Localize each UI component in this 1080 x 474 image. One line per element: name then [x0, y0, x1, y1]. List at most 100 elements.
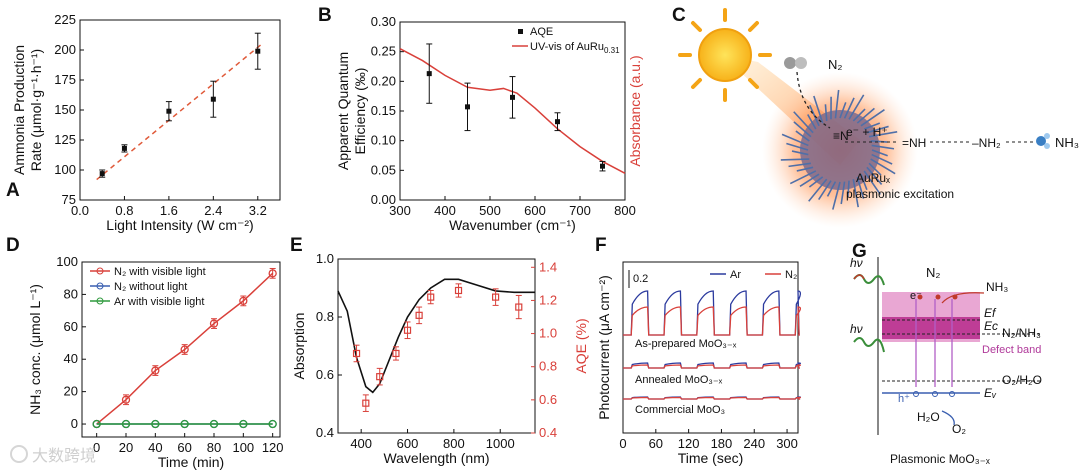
data-point: [239, 419, 248, 429]
nanoparticle-spike: [870, 158, 896, 175]
nanoparticle-spike: [808, 176, 824, 188]
plot-frame: [81, 261, 281, 438]
x-tick-label: 500: [479, 203, 501, 218]
panel-g-label: G: [852, 241, 867, 262]
nanoparticle-spike: [824, 104, 828, 121]
legend-label: N₂ with visible light: [114, 266, 206, 278]
legend-label: N₂ without light: [114, 281, 187, 293]
y-tick-label: 175: [54, 72, 76, 87]
light-wave-icon: [853, 274, 885, 286]
panel-a-chart: A 0.0 0.8 1.6 2.4 3.2 75 100 125 150 175 200 225 Lig…: [6, 12, 281, 233]
legend-uv-subscript: 0.31: [604, 46, 620, 55]
curve-label: As-prepared MoO₃₋ₓ: [635, 338, 737, 350]
legend-marker: [96, 282, 104, 290]
y-axis-title: NH₃ conc. (μmol L⁻¹): [27, 284, 43, 415]
aqe-point: [376, 373, 384, 381]
x-tick-label: 400: [350, 436, 372, 451]
data-point: [239, 296, 248, 306]
panel-f-chart: F 0 60 120 180 240 300 Time (sec) Photocurrent (…: [595, 235, 801, 466]
y-tick-label: 150: [54, 102, 76, 117]
y-axis-title-line2: Rate (μmol·g⁻¹·h⁻¹): [28, 49, 44, 171]
legend-uv-label: UV-vis of AuRu0.31: [530, 41, 620, 55]
y-tick-label: 0: [71, 416, 78, 431]
data-point: [166, 108, 172, 114]
y-tick-label: 0.30: [371, 14, 396, 29]
plot-frame: [337, 258, 536, 434]
scale-bar-label: 0.2: [633, 273, 648, 285]
panel-c-diagram: C N₂ ≡N e⁻ + H⁺ =NH –NH₂ NH₃ AuRuₓ plasm…: [672, 5, 1079, 228]
x-tick-label: 100: [232, 440, 254, 455]
nanoparticle-spike: [868, 162, 882, 176]
x-tick-label: 40: [148, 440, 162, 455]
nanoparticle-spike: [863, 122, 881, 130]
aqe-point: [454, 286, 463, 295]
x-tick-label: 120: [678, 436, 700, 451]
nanoparticle-spike: [871, 153, 893, 165]
nanoparticle-spike: [843, 97, 855, 119]
defect-band-area: [882, 317, 980, 339]
right-y-tick-label: 1.2: [539, 292, 557, 307]
right-y-tick-label: 1.4: [539, 259, 557, 274]
aqe-point: [415, 311, 423, 319]
electrons: [917, 294, 958, 300]
data-point: [268, 269, 277, 278]
photocurrent-line: [623, 364, 801, 369]
x-tick-label: 180: [711, 436, 733, 451]
holes: [913, 391, 955, 397]
y-axis-title: Absorption: [291, 313, 307, 380]
data-point: [255, 48, 261, 54]
light-wave-red-icon: [853, 274, 865, 280]
nanoparticle-spike: [856, 107, 875, 124]
y-tick-label: 0.8: [316, 309, 334, 324]
aqe-point: [352, 349, 361, 358]
nanoparticle-spike: [871, 149, 888, 157]
y-tick-label: 0.20: [371, 73, 396, 88]
data-point: [268, 419, 277, 429]
nanoparticle-spike: [796, 166, 814, 172]
photocurrent-line: [623, 306, 801, 336]
nanoparticle-spike: [799, 173, 820, 187]
y-axis-title-line1: Ammonia Production: [11, 45, 27, 175]
nanoparticle-spike: [852, 108, 866, 122]
right-y-tick-label: 0.6: [539, 392, 557, 407]
legend-label: Ar: [730, 269, 741, 281]
y-axis-title-line1: Apparent Quantum: [335, 52, 351, 170]
nanoparticle-spike: [847, 180, 850, 198]
nh-label: =NH: [902, 136, 926, 150]
nanoparticle-spike: [793, 111, 814, 134]
nanoparticle-spike: [856, 176, 865, 199]
nanoparticle-spike: [860, 173, 868, 191]
nanoparticle-spike: [789, 170, 817, 185]
excitation-arrows: [915, 299, 953, 387]
curve-label: Annealed MoO₃₋ₓ: [635, 374, 723, 386]
x-axis-title: Wavenumber (cm⁻¹): [449, 217, 576, 233]
nanoparticle-spike: [848, 94, 865, 120]
data-point: [121, 395, 131, 404]
n2-molecule-icon: [784, 57, 807, 69]
panel-d-label: D: [6, 235, 20, 256]
x-tick-label: 600: [397, 436, 419, 451]
data-point: [210, 96, 216, 102]
plot-frame: [79, 19, 281, 201]
x-tick-label: 800: [443, 436, 465, 451]
data-point: [209, 319, 219, 328]
defect-band-label: Defect band: [982, 344, 1041, 356]
x-tick-label: 700: [569, 203, 591, 218]
x-tick-label: 60: [649, 436, 663, 451]
x-tick-label: 600: [524, 203, 546, 218]
nanoparticle-spike: [791, 150, 809, 156]
y-tick-label: 40: [64, 351, 78, 366]
right-axis-title: Absorbance (a.u.): [627, 55, 643, 166]
y-tick-label: 60: [64, 319, 78, 334]
x-tick-label: 1.6: [160, 203, 178, 218]
y-tick-label: 0.25: [371, 44, 396, 59]
y-tick-label: 0.05: [371, 162, 396, 177]
x-tick-label: 240: [743, 436, 765, 451]
nanoparticle-spike: [866, 166, 883, 185]
data-point: [99, 171, 105, 177]
aqe-point: [403, 326, 412, 334]
nanoparticle-spike: [834, 89, 840, 119]
nanoparticle-spike: [871, 144, 895, 150]
fit-line: [96, 42, 264, 181]
watermark: 大数跨境: [10, 442, 96, 466]
